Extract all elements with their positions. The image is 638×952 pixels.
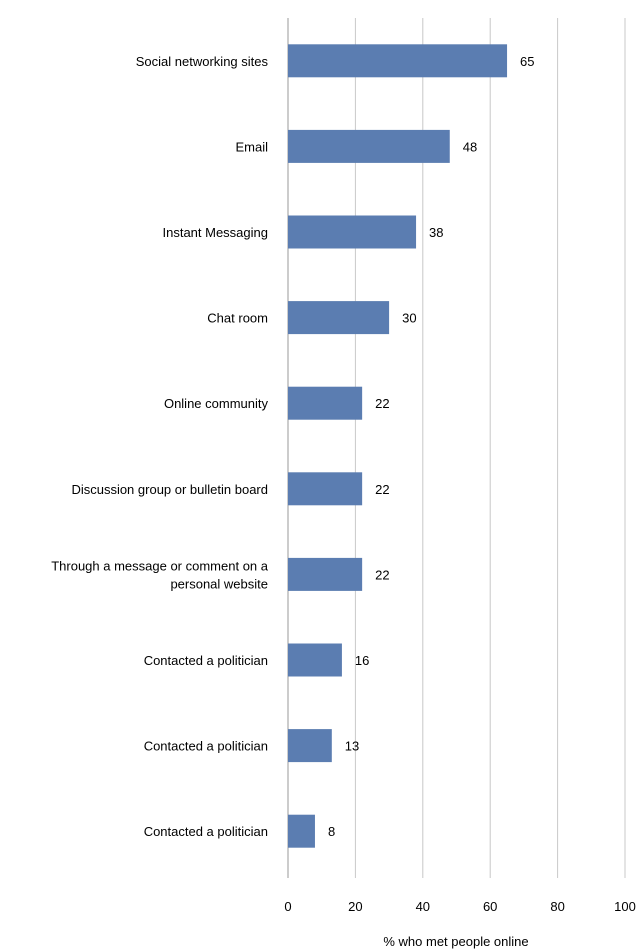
value-label: 22 <box>375 567 389 582</box>
bar <box>288 44 508 78</box>
x-tick-label: 80 <box>550 899 564 914</box>
value-label: 38 <box>429 225 443 240</box>
category-label-line: Online community <box>164 396 269 411</box>
category-label: Contacted a politician <box>144 653 268 668</box>
bars <box>288 44 508 848</box>
value-label: 13 <box>345 739 359 754</box>
category-label-line: Social networking sites <box>136 54 269 69</box>
bar <box>288 129 450 163</box>
category-label: Contacted a politician <box>144 739 268 754</box>
category-label: Through a message or comment on a persona… <box>51 558 269 591</box>
x-axis-title: % who met people online <box>383 934 528 949</box>
category-label: Online community <box>164 396 269 411</box>
bar <box>288 643 342 677</box>
value-label: 65 <box>520 54 534 69</box>
value-label: 8 <box>328 824 335 839</box>
category-label-line: Discussion group or bulletin board <box>71 482 268 497</box>
category-label: Instant Messaging <box>162 225 268 240</box>
category-label: Discussion group or bulletin board <box>71 482 268 497</box>
x-tick-label: 20 <box>348 899 362 914</box>
category-label-line: Contacted a politician <box>144 824 268 839</box>
bar <box>288 472 363 506</box>
value-labels: 65 48 38 30 22 22 22 16 13 8 <box>328 54 535 839</box>
category-label: Contacted a politician <box>144 824 268 839</box>
bar <box>288 215 417 249</box>
x-tick-label: 40 <box>416 899 430 914</box>
value-label: 30 <box>402 311 416 326</box>
x-tick-labels: 0 20 40 60 80 100 <box>284 899 635 914</box>
category-label-line: Through a message or comment on a <box>51 558 269 573</box>
value-label: 22 <box>375 396 389 411</box>
category-labels: Social networking sites Email Instant Mess… <box>51 54 269 839</box>
value-label: 22 <box>375 482 389 497</box>
category-label-line: Chat room <box>207 311 268 326</box>
bar <box>288 301 390 335</box>
x-tick-label: 0 <box>284 899 291 914</box>
x-tick-label: 60 <box>483 899 497 914</box>
x-tick-label: 100 <box>614 899 636 914</box>
bar <box>288 814 315 848</box>
category-label: Chat room <box>207 311 268 326</box>
category-label-line: Instant Messaging <box>162 225 268 240</box>
bar <box>288 729 332 763</box>
bar <box>288 557 363 591</box>
value-label: 48 <box>463 139 477 154</box>
bar <box>288 386 363 420</box>
category-label-line: Contacted a politician <box>144 739 268 754</box>
category-label-line: Contacted a politician <box>144 653 268 668</box>
value-label: 16 <box>355 653 369 668</box>
category-label: Social networking sites <box>136 54 269 69</box>
category-label-line: personal website <box>170 576 268 591</box>
category-label: Email <box>235 139 268 154</box>
category-label-line: Email <box>235 139 268 154</box>
